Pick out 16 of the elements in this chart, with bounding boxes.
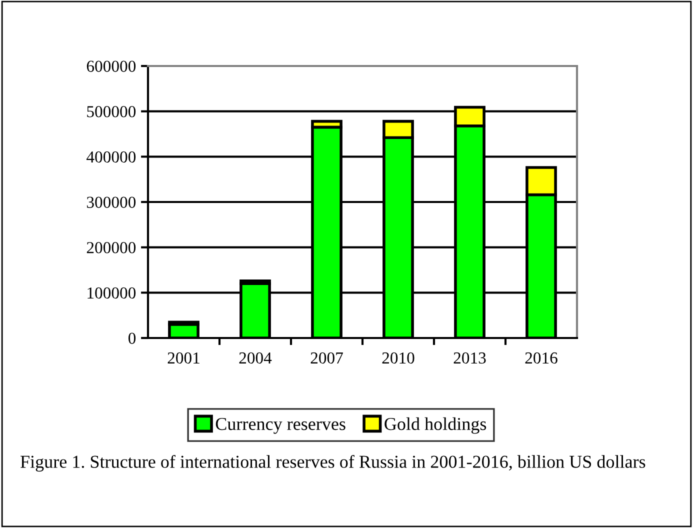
x-tick-label: 2013	[454, 352, 486, 364]
y-tick-label: 100000	[88, 287, 136, 299]
x-tick-label: 2004	[239, 352, 272, 364]
caption: Figure 1. Structure of international reserves of Russia in 2001-2016, billion US dollars	[20, 455, 646, 472]
x-tick-label: 2010	[382, 352, 414, 364]
legend-label: Currency reserves	[216, 418, 346, 434]
y-tick-label: 300000	[86, 196, 136, 208]
y-tick-label: 500000	[87, 106, 136, 118]
x-tick-label: 2016	[525, 352, 558, 364]
legend-label: Gold holdings	[384, 417, 486, 434]
x-tick-label: 2001	[168, 352, 200, 364]
y-tick-label: 600000	[86, 60, 136, 72]
y-tick-label: 200000	[86, 242, 136, 254]
x-tick-label: 2007	[310, 352, 343, 364]
y-tick-label: 400000	[86, 151, 136, 163]
y-tick-label: 0	[128, 332, 136, 344]
